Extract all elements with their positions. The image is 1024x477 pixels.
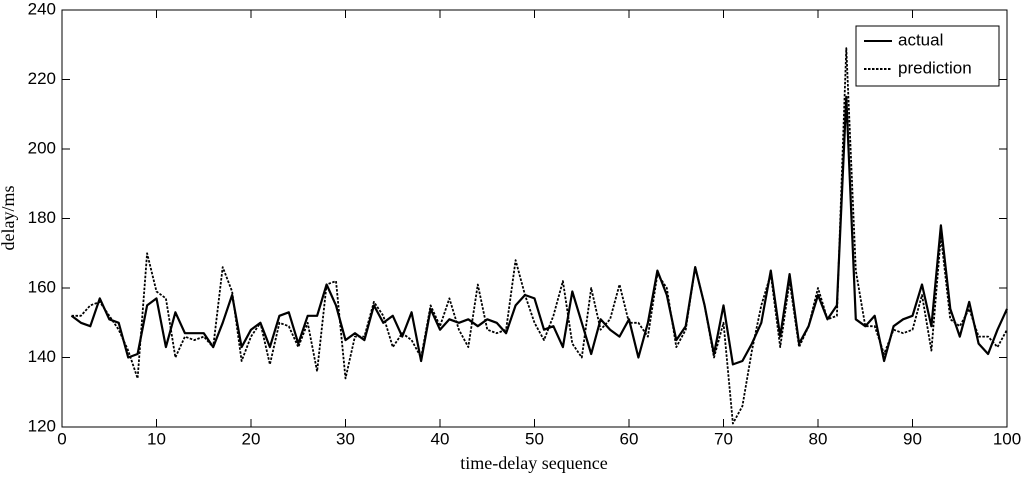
y-tick-label: 140 xyxy=(28,347,56,366)
x-tick-label: 100 xyxy=(993,429,1021,448)
y-tick-label: 240 xyxy=(28,0,56,18)
x-tick-label: 70 xyxy=(714,429,733,448)
legend-label: actual xyxy=(898,30,943,49)
x-tick-label: 0 xyxy=(57,429,66,448)
x-tick-label: 60 xyxy=(620,429,639,448)
x-tick-label: 80 xyxy=(809,429,828,448)
x-tick-label: 40 xyxy=(431,429,450,448)
legend-label: prediction xyxy=(898,58,972,77)
y-tick-label: 120 xyxy=(28,416,56,435)
series-line xyxy=(71,47,1008,425)
y-tick-label: 160 xyxy=(28,277,56,296)
y-tick-label: 200 xyxy=(28,138,56,157)
x-axis-label: time-delay sequence xyxy=(460,453,607,473)
x-tick-label: 90 xyxy=(903,429,922,448)
y-tick-label: 220 xyxy=(28,69,56,88)
y-axis-label: delay/ms xyxy=(0,186,18,251)
legend-box xyxy=(855,25,1000,87)
x-tick-label: 10 xyxy=(147,429,166,448)
series-line xyxy=(70,95,1009,366)
x-tick-label: 30 xyxy=(336,429,355,448)
y-tick-label: 180 xyxy=(28,208,56,227)
x-tick-label: 20 xyxy=(242,429,261,448)
x-tick-label: 50 xyxy=(525,429,544,448)
